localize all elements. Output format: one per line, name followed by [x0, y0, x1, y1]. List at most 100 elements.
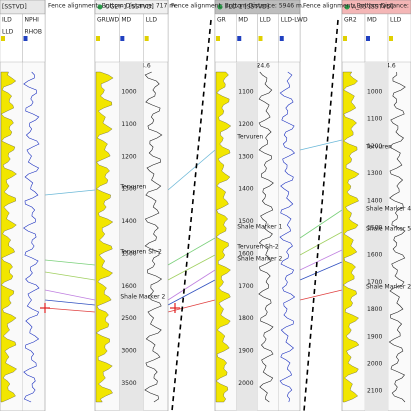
depth-label: 2000: [238, 380, 253, 387]
log-curve: [144, 71, 163, 403]
correlation-line: [44, 189, 96, 196]
horizon-label: Tervuren: [365, 144, 392, 151]
fence-label: Fence alignment: Bottom Distance: 717 m.: [48, 3, 177, 10]
depth-label: 1000: [367, 89, 382, 96]
correlation-line: [299, 249, 343, 271]
depth-label: 1600: [367, 252, 382, 259]
depth-label: 1100: [367, 116, 382, 123]
correlation-line: [44, 307, 96, 313]
md-column: [365, 62, 388, 411]
fence-label: Fence alignment: Bottom Distance: 5946 m…: [171, 3, 304, 10]
depth-label: 1200: [367, 143, 382, 150]
depth-label: 1800: [238, 315, 253, 322]
correlation-line: [299, 209, 343, 239]
depth-label: 1600: [121, 283, 136, 290]
depth-label: 2500: [121, 315, 136, 322]
track-name: MD: [367, 17, 377, 24]
horizon-label: Shale Marker 2: [366, 284, 411, 291]
track-header: [387, 13, 411, 63]
horizon-label: Tervuren Sh-2: [236, 244, 279, 251]
track-name: MD: [238, 17, 248, 24]
track-scale: [389, 36, 393, 41]
md-column: [119, 62, 144, 411]
gr-fill: [95, 71, 114, 403]
log-curve: [23, 71, 40, 403]
track-name: MD: [121, 17, 131, 24]
track-name: GR2: [344, 17, 357, 24]
track-name: LLD-LWD: [281, 17, 308, 24]
well-name: [SSTVD]: [2, 4, 27, 11]
correlation-line: [299, 231, 343, 256]
track-name: RHOB: [25, 29, 43, 36]
gr-fill: [215, 71, 232, 403]
well-name: A_05 [SSTVD]: [352, 4, 393, 11]
depth-label: 2100: [367, 388, 382, 395]
horizon-label: Shale Marker 2: [120, 294, 165, 301]
depth-label: 3000: [121, 348, 136, 355]
depth-label: 1300: [121, 186, 136, 193]
depth-label: 1600: [238, 250, 253, 257]
log-curve: [258, 71, 274, 403]
correlation-line: [167, 254, 216, 281]
correlation-line: [44, 259, 96, 266]
depth-label: 1700: [367, 279, 382, 286]
well-name: OGEY-1 [SSTVD]: [105, 4, 154, 11]
horizon-label: Shale Marker 1: [237, 224, 282, 231]
horizon-label: Shale Marker 5: [366, 226, 411, 233]
depth-label: 2000: [367, 361, 382, 368]
track-scale: [279, 36, 284, 41]
gr-fill: [0, 71, 17, 403]
well-icon: [217, 4, 223, 10]
track-scale: [258, 36, 263, 41]
depth-label: 1400: [367, 197, 382, 204]
track-scale: [343, 36, 347, 41]
correlation-line: [299, 289, 343, 301]
correlation-line: [299, 139, 343, 151]
horizon-label: Tervuren Sh-2: [119, 249, 162, 256]
track-name: LLD: [2, 29, 14, 36]
correlation-line: [44, 289, 96, 301]
track-header: [278, 13, 301, 63]
correlation-line: [167, 269, 216, 301]
horizon-label: Tervuren: [236, 134, 263, 141]
well-icon: [97, 4, 103, 10]
track-name: NPHI: [25, 17, 40, 24]
depth-label: 1200: [238, 121, 253, 128]
gr-fill: [342, 71, 360, 403]
correlation-line: [167, 149, 216, 191]
md-column: [236, 62, 258, 411]
track-header: [22, 13, 46, 63]
correlation-line: [44, 299, 96, 306]
depth-label: 1000: [121, 89, 136, 96]
track-name: ILD: [2, 17, 12, 24]
depth-label: 1100: [238, 89, 253, 96]
track-name: LLD: [260, 17, 272, 24]
depth-label: 1800: [367, 306, 382, 313]
depth-label: 1200: [121, 153, 136, 160]
depth-label: 3500: [121, 380, 136, 387]
depth-label: 1500: [238, 218, 253, 225]
depth-label: 1400: [121, 218, 136, 225]
log-curve: [388, 71, 406, 403]
track-name: LLD: [390, 17, 402, 24]
log-curve: [279, 71, 296, 403]
correlation-line: [167, 299, 216, 313]
track-scale: [366, 36, 370, 41]
track-scale: [96, 36, 100, 41]
depth-label: 1300: [238, 153, 253, 160]
fence-line: [171, 19, 212, 412]
depth-label: 1100: [121, 121, 136, 128]
track-scale: [23, 36, 28, 41]
depth-reading: 3024.6: [249, 63, 270, 70]
fence-label: Fence alignment: Bottom Distance: 6201 m…: [303, 3, 411, 10]
horizon-label: Shale Marker 2: [237, 256, 282, 263]
track-name: LLD: [146, 17, 158, 24]
depth-label: 1400: [238, 186, 253, 193]
track-scale: [237, 36, 242, 41]
track-scale: [120, 36, 125, 41]
fence-line: [303, 19, 339, 412]
track-name: GR: [217, 17, 226, 24]
well-name: FLO-1 [SSTVD]: [225, 4, 269, 11]
depth-label: 1900: [238, 348, 253, 355]
